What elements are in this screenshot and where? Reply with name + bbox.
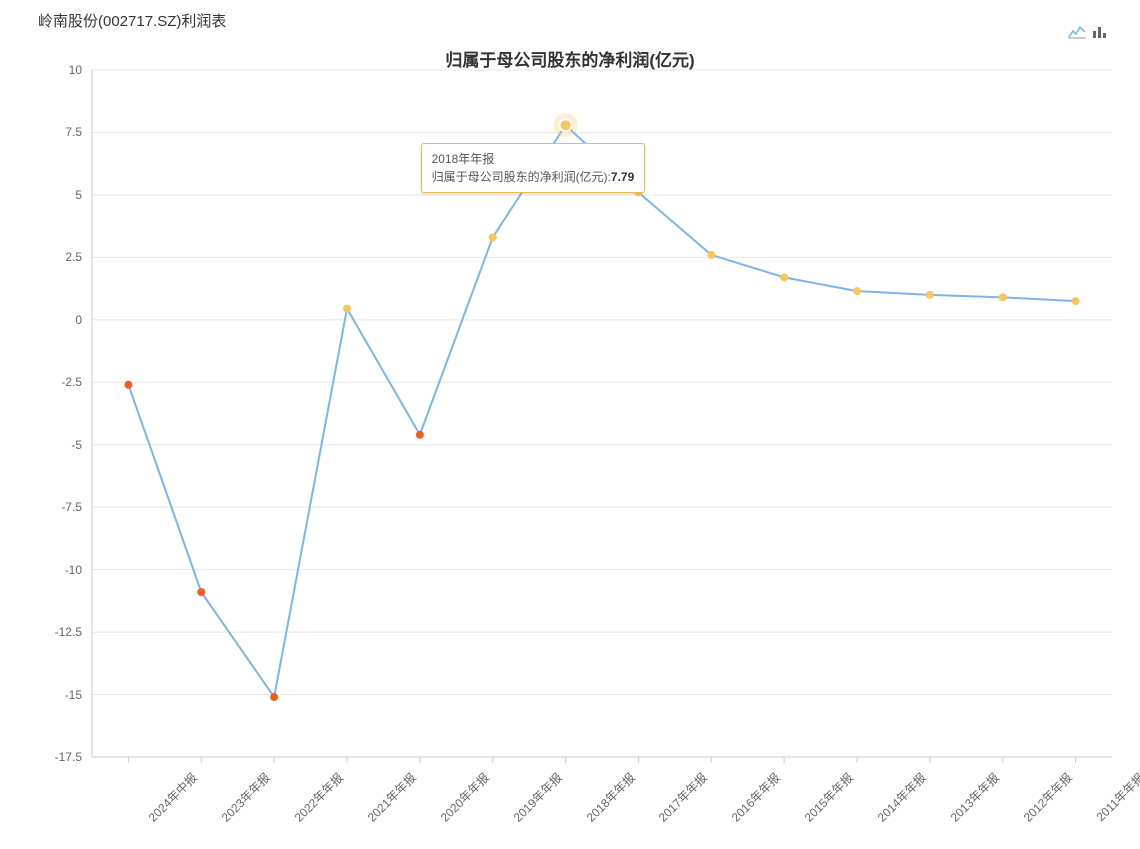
y-axis-tick-label: -12.5 bbox=[55, 625, 82, 639]
y-axis-tick-label: -15 bbox=[65, 688, 82, 702]
y-axis-tick-label: -17.5 bbox=[55, 750, 82, 764]
y-axis-tick-label: -5 bbox=[71, 438, 82, 452]
y-axis-tick-label: -7.5 bbox=[61, 500, 82, 514]
y-axis-tick-label: 2.5 bbox=[65, 250, 82, 264]
y-axis-tick-label: 10 bbox=[69, 63, 82, 77]
y-axis-tick-label: -10 bbox=[65, 563, 82, 577]
y-axis-tick-label: 5 bbox=[75, 188, 82, 202]
y-axis-tick-label: 0 bbox=[75, 313, 82, 327]
y-axis-tick-label: 7.5 bbox=[65, 125, 82, 139]
line-chart bbox=[0, 0, 1140, 849]
y-axis-tick-label: -2.5 bbox=[61, 375, 82, 389]
